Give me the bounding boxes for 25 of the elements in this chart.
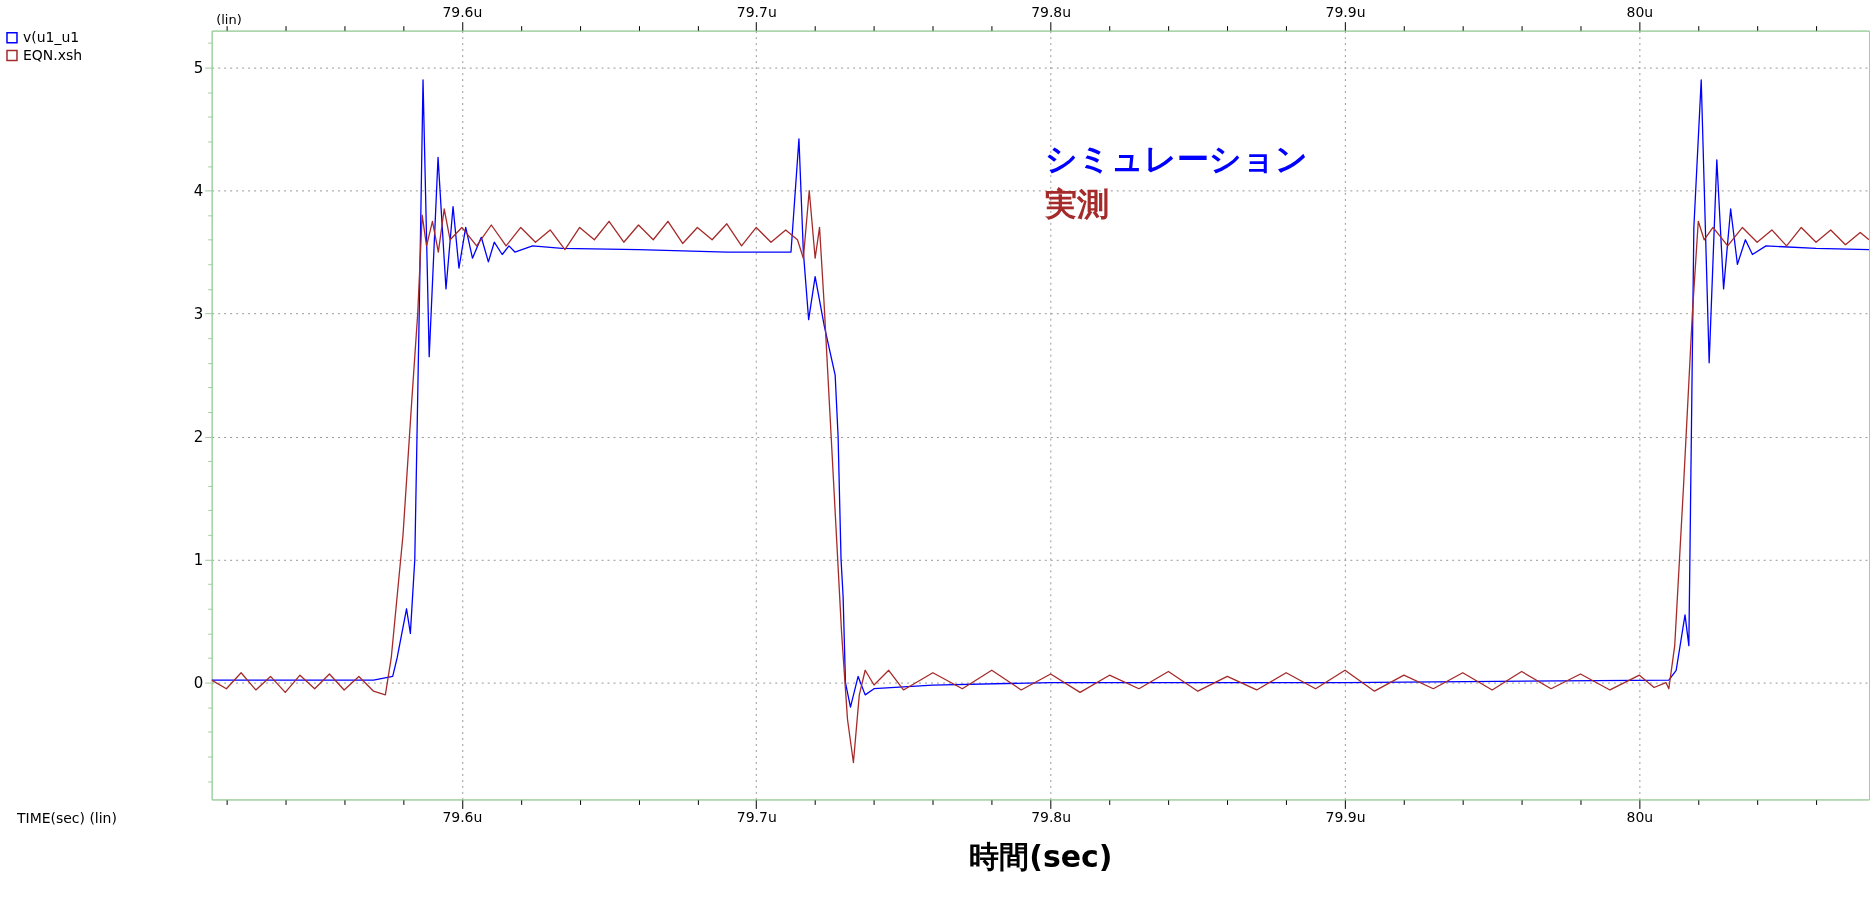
line-series [211,79,1870,708]
x2-tick-label: 79.8u [1031,4,1072,21]
x-tick-label: 79.7u [736,808,777,825]
line-series [211,189,1870,764]
y-tick-label: 4 [193,182,204,201]
y-tick-label: 3 [193,305,204,324]
annotation: 実測 [1044,185,1110,224]
text: TIME(sec) (lin) [15,810,117,827]
x-tick-label: 80u [1626,808,1654,825]
x-tick-label: 79.8u [1031,808,1072,825]
x2-tick-label: 79.7u [736,4,777,21]
legend-label: EQN.xsh [22,46,83,63]
x2-tick-label: 79.9u [1325,4,1366,21]
x-tick-label: 79.9u [1325,808,1366,825]
y-tick-label: 1 [193,551,204,570]
y-tick-label: 0 [193,674,204,693]
annotation: シミュレーション [1045,140,1309,179]
x-tick-label: 79.6u [442,808,483,825]
x-axis-title: 時間(sec) [969,838,1113,874]
x2-tick-label: 79.6u [442,4,483,21]
y-tick-label: 2 [193,428,204,447]
legend-label: v(u1_u1 [22,28,80,45]
x2-tick-label: 80u [1626,4,1654,21]
y-tick-label: 5 [193,59,204,78]
y-axis-title: (lin) [216,12,242,28]
